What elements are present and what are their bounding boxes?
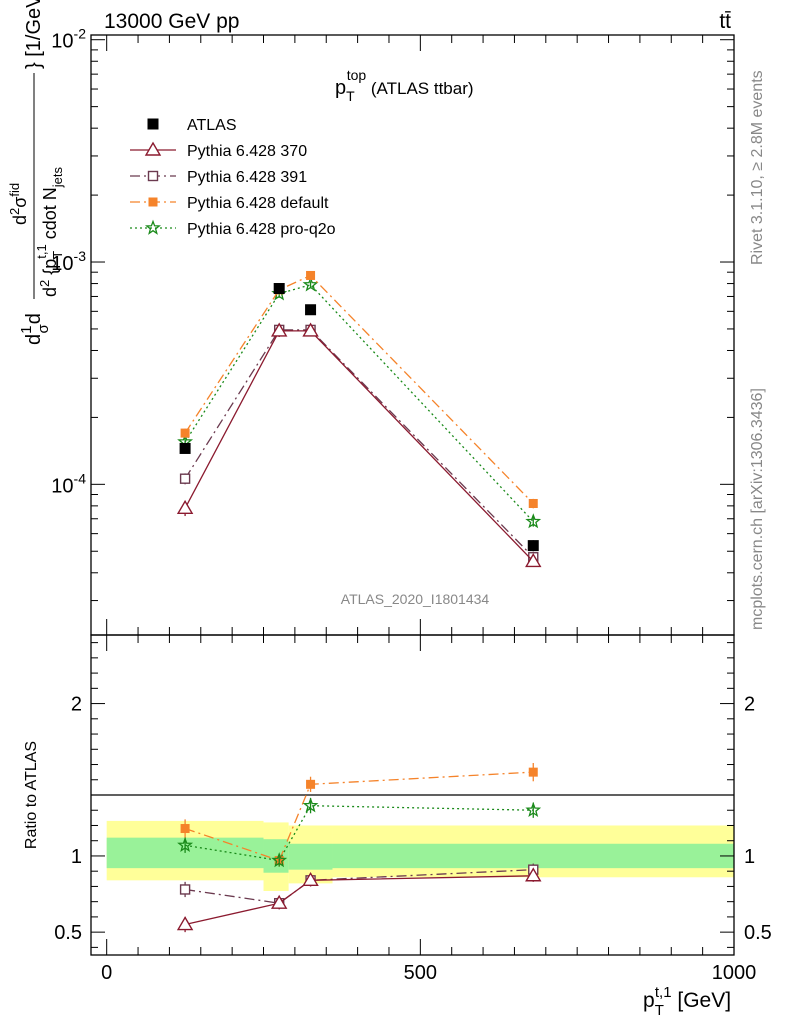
ratio-x-axis: 0 500 1000: [101, 635, 756, 984]
ratio-y-tick-label-right: 1: [744, 846, 755, 868]
ratio-panel: 0.5 0.5 1 1 2 2 0 500 1000 Ratio to ATLAS pTt,1…: [23, 634, 772, 1019]
x-tick-label: 1000: [712, 962, 757, 984]
main-point-series-1: [525, 553, 542, 568]
main-point-series-1: [302, 322, 319, 337]
header-right: tt̄: [719, 10, 731, 33]
ratio-point-series-3: [306, 779, 316, 789]
ratio-point-series-4: [271, 852, 288, 868]
main-point-series-1: [176, 499, 194, 515]
svg-text:} [1/GeV]: } [1/GeV]: [23, 0, 45, 69]
ratio-y-tick-label: 2: [71, 694, 82, 716]
main-line-series-4: [184, 284, 534, 523]
legend-marker: [145, 219, 161, 235]
svg-text:d2σfid: d2σfid: [7, 183, 30, 225]
band-green: [288, 843, 333, 870]
main-line-series-2: [184, 329, 534, 558]
ratio-y-axis: 0.5 0.5 1 1 2 2: [54, 642, 772, 948]
main-point-series-0: [273, 283, 285, 295]
main-point-series-0: [305, 304, 317, 316]
main-y-axis-label: d1σd d2σfid d2 {pTt,1 cdot Njets } [1/Ge…: [7, 0, 65, 345]
main-point-series-0: [179, 442, 191, 454]
main-y-tick-label: 10-2: [51, 26, 86, 53]
main-point-series-3: [180, 428, 190, 438]
main-point-series-3: [306, 270, 316, 280]
ratio-y-tick-label: 0.5: [54, 922, 82, 944]
ratio-point-series-3: [180, 824, 190, 834]
main-point-series-4: [525, 513, 542, 529]
ratio-line-series-3: [184, 771, 534, 862]
ratio-point-series-4: [177, 836, 194, 852]
ratio-uncertainty-bands: [106, 820, 734, 891]
main-point-series-4: [302, 276, 319, 292]
main-line-series-3: [184, 274, 534, 504]
x-tick-label: 500: [404, 962, 437, 984]
mcplots-label: mcplots.cern.ch [arXiv:1306.3436]: [749, 388, 766, 630]
legend-label: Pythia 6.428 pro-q2o: [187, 221, 336, 238]
ratio-plot-marks: [176, 763, 542, 933]
svg-text:d2 {pTt,1 cdot Njets: d2 {pTt,1 cdot Njets: [34, 167, 65, 297]
main-panel: 10-410-310-2 pTtop (ATLAS ttbar) d1σd d2…: [7, 0, 735, 636]
rivet-version-label: Rivet 3.1.10, ≥ 2.8M events: [749, 70, 766, 265]
legend-marker: [148, 197, 158, 207]
main-y-axis: 10-410-310-2: [51, 26, 734, 602]
main-point-series-0: [527, 540, 539, 552]
legend-item: Pythia 6.428 pro-q2o: [130, 219, 336, 238]
legend-marker: [144, 141, 162, 156]
legend-marker: [147, 170, 159, 182]
ratio-point-series-1: [525, 867, 542, 882]
legend: ATLAS Pythia 6.428 370 Pythia 6.428 391 Pyt…: [130, 117, 336, 238]
legend-label: ATLAS: [187, 117, 237, 134]
chart-title: pTtop (ATLAS ttbar): [335, 67, 474, 104]
ratio-y-axis-label: Ratio to ATLAS: [23, 741, 40, 849]
x-axis-label: pTt,1 [GeV]: [643, 984, 731, 1019]
ratio-point-series-4: [525, 801, 542, 817]
main-point-series-1: [270, 322, 288, 337]
legend-item: Pythia 6.428 370: [130, 141, 307, 160]
legend-marker: [147, 118, 159, 130]
ratio-point-series-1: [302, 871, 319, 887]
legend-item: Pythia 6.428 391: [130, 169, 307, 186]
ratio-point-series-2: [179, 884, 191, 895]
ratio-y-tick-label-right: 0.5: [744, 922, 772, 944]
main-line-series-1: [184, 330, 534, 562]
ratio-point-series-3: [528, 767, 538, 777]
ratio-line-series-1: [184, 875, 534, 926]
x-tick-label: 0: [101, 962, 112, 984]
legend-label: Pythia 6.428 370: [187, 143, 307, 160]
main-x-ticks: [106, 35, 735, 635]
ratio-point-series-1: [176, 916, 194, 931]
ratio-line-series-4: [184, 805, 534, 862]
header-left: 13000 GeV pp: [104, 10, 239, 33]
main-point-series-2: [179, 473, 191, 484]
ratio-y-tick-label-right: 2: [744, 694, 755, 716]
legend-label: Pythia 6.428 391: [187, 169, 307, 186]
main-plot-marks: [176, 270, 542, 568]
main-y-tick-label: 10-4: [51, 470, 86, 497]
legend-item: Pythia 6.428 default: [130, 195, 329, 212]
svg-text:d1σd: d1σd: [18, 313, 52, 345]
ratio-point-series-4: [302, 797, 319, 813]
main-point-series-3: [528, 498, 538, 508]
analysis-watermark: ATLAS_2020_I1801434: [341, 591, 490, 607]
legend-item: ATLAS: [147, 117, 237, 134]
ratio-point-series-1: [270, 894, 288, 909]
ratio-y-tick-label: 1: [71, 846, 82, 868]
legend-label: Pythia 6.428 default: [187, 195, 329, 212]
